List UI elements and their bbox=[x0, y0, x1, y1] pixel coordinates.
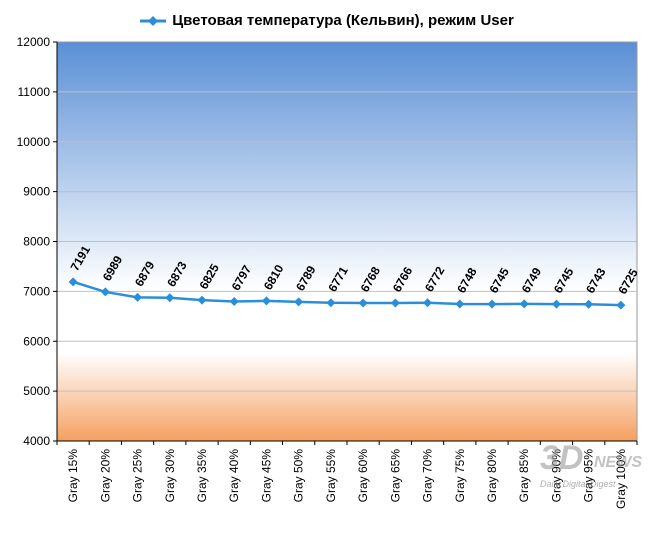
x-tick-label: Gray 50% bbox=[292, 449, 306, 503]
data-point bbox=[390, 298, 400, 308]
x-tick-label: Gray 85% bbox=[517, 449, 531, 503]
x-tick-label: Gray 40% bbox=[227, 449, 241, 503]
plot-border bbox=[56, 41, 638, 442]
y-tick-label: 9000 bbox=[23, 185, 50, 199]
data-label: 6797 bbox=[229, 263, 255, 293]
svg-text:3D: 3D bbox=[540, 439, 583, 477]
svg-text:Daily Digital Digest: Daily Digital Digest bbox=[540, 479, 616, 489]
data-label: 6766 bbox=[390, 264, 416, 294]
legend-marker-icon bbox=[140, 15, 167, 26]
data-label: 6879 bbox=[132, 259, 158, 289]
svg-text:NEWS: NEWS bbox=[594, 454, 642, 471]
x-tick-label: Gray 15% bbox=[66, 449, 80, 503]
plot-background bbox=[57, 42, 637, 441]
x-tick-label: Gray 75% bbox=[453, 449, 467, 503]
y-tick-label: 10000 bbox=[17, 135, 51, 149]
x-tick-label: Gray 35% bbox=[195, 449, 209, 503]
data-label: 6789 bbox=[293, 263, 319, 293]
data-label: 6743 bbox=[583, 265, 609, 295]
y-tick-label: 11000 bbox=[18, 85, 51, 99]
data-point bbox=[326, 298, 336, 308]
data-point bbox=[100, 287, 110, 297]
data-point bbox=[197, 295, 207, 305]
data-point bbox=[584, 299, 594, 309]
data-label: 6810 bbox=[261, 262, 287, 292]
data-point bbox=[487, 299, 497, 309]
data-point bbox=[261, 296, 271, 306]
data-label: 6989 bbox=[100, 253, 126, 283]
data-point bbox=[133, 292, 143, 302]
x-tick-label: Gray 25% bbox=[131, 449, 145, 503]
x-tick-label: Gray 55% bbox=[324, 449, 338, 503]
data-point bbox=[455, 299, 465, 309]
data-point bbox=[551, 299, 561, 309]
legend: Цветовая температура (Кельвин), режим Us… bbox=[0, 12, 654, 29]
x-tick-label: Gray 60% bbox=[356, 449, 370, 503]
chart-title: Цветовая температура (Кельвин), режим Us… bbox=[172, 12, 514, 29]
data-label: 6873 bbox=[164, 259, 190, 289]
watermark-logo: 3D NEWS Daily Digital Digest bbox=[540, 439, 642, 489]
data-label: 6772 bbox=[422, 264, 448, 294]
x-tick-label: Gray 45% bbox=[259, 449, 273, 503]
data-point bbox=[616, 300, 626, 310]
data-label: 6748 bbox=[454, 265, 480, 295]
data-label: 6771 bbox=[325, 264, 351, 294]
data-point bbox=[519, 299, 529, 309]
series-line bbox=[72, 280, 621, 307]
y-tick-label: 12000 bbox=[17, 35, 51, 49]
x-tick-label: Gray 80% bbox=[485, 449, 499, 503]
x-tick-label: Gray 30% bbox=[163, 449, 177, 503]
data-label: 6725 bbox=[615, 266, 641, 296]
x-tick-label: Gray 20% bbox=[98, 449, 112, 503]
data-point bbox=[229, 296, 239, 306]
data-point bbox=[358, 298, 368, 308]
y-tick-label: 8000 bbox=[23, 235, 50, 249]
data-label: 6749 bbox=[519, 265, 545, 295]
x-tick-label: Gray 70% bbox=[421, 449, 435, 503]
data-label: 6745 bbox=[486, 265, 512, 295]
data-label: 6768 bbox=[358, 264, 384, 294]
data-label: 7191 bbox=[68, 243, 94, 273]
data-point bbox=[165, 293, 175, 303]
data-point bbox=[294, 297, 304, 307]
data-point bbox=[423, 298, 433, 308]
y-tick-label: 7000 bbox=[23, 284, 50, 298]
y-tick-label: 4000 bbox=[23, 434, 50, 448]
x-tick-label: Gray 65% bbox=[388, 449, 402, 503]
y-tick-label: 6000 bbox=[23, 334, 50, 348]
data-label: 6745 bbox=[551, 265, 577, 295]
data-point bbox=[68, 277, 78, 287]
data-label: 6825 bbox=[196, 261, 222, 291]
y-tick-label: 5000 bbox=[23, 384, 50, 398]
